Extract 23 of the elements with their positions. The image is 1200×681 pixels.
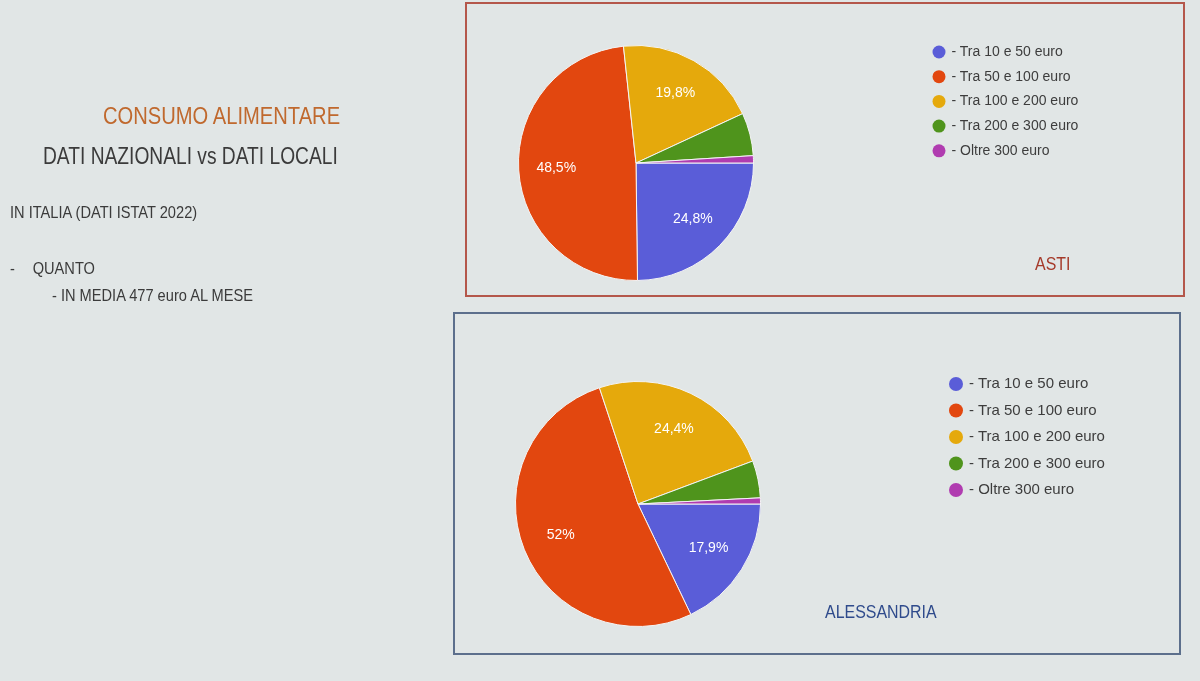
text: IN ITALIA (DATI ISTAT 2022): [10, 202, 198, 222]
text: CONSUMO ALIMENTARE: [103, 101, 341, 129]
data-label: 48,5%: [536, 158, 577, 175]
legend-label: - Tra 10 e 50 euro: [951, 42, 1063, 59]
text: - IN MEDIA 477 euro AL MESE: [52, 285, 253, 305]
legend-label: - Tra 200 e 300 euro: [969, 453, 1105, 471]
data-label: 24,4%: [654, 419, 694, 436]
legend-label: - Tra 100 e 200 euro: [951, 92, 1079, 109]
text: - QUANTO: [10, 258, 95, 278]
legend-label: - Tra 10 e 50 euro: [969, 374, 1089, 392]
data-label: 24,8%: [673, 210, 713, 226]
legend-label: - Tra 200 e 300 euro: [951, 116, 1079, 133]
data-label: 19,8%: [655, 84, 696, 101]
text: ALESSANDRIA: [825, 600, 937, 623]
legend-label: - Tra 100 e 200 euro: [969, 427, 1105, 445]
data-label: 52%: [546, 526, 575, 543]
data-label: 17,9%: [688, 539, 729, 556]
legend-label: - Tra 50 e 100 euro: [951, 67, 1071, 84]
text: DATI NAZIONALI vs DATI LOCALI: [43, 141, 338, 169]
legend-label: - Tra 50 e 100 euro: [969, 400, 1097, 418]
legend-label: - Oltre 300 euro: [969, 480, 1075, 498]
legend-label: - Oltre 300 euro: [951, 141, 1050, 158]
text: ASTI: [1035, 252, 1071, 275]
